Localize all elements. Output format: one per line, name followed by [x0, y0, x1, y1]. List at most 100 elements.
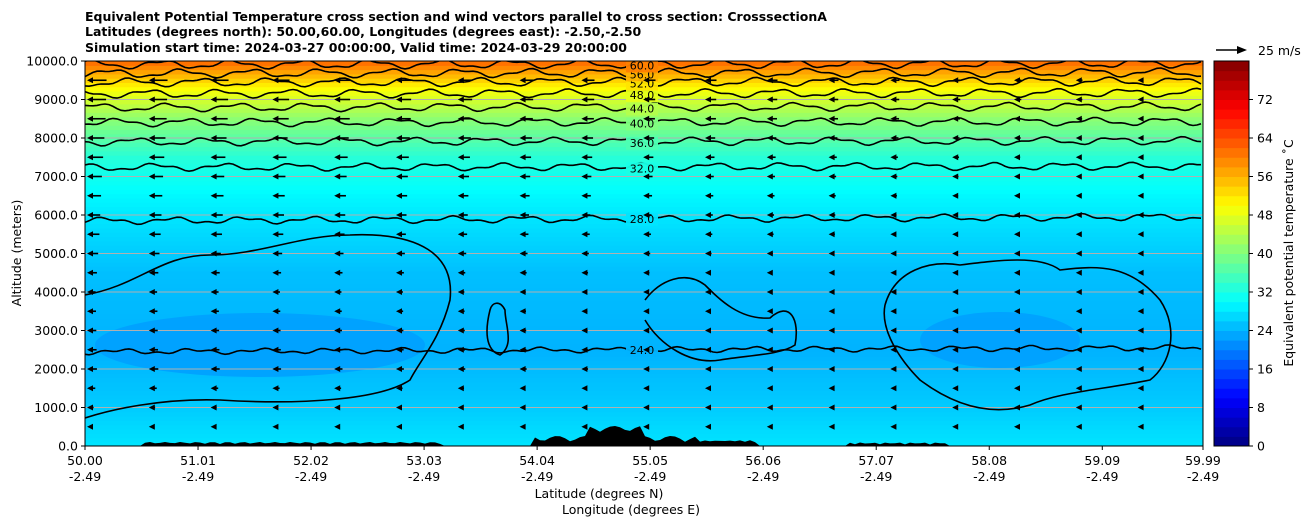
colorbar-segment	[1214, 157, 1249, 168]
wind-arrow-head	[334, 154, 341, 161]
wind-arrow-head	[581, 77, 588, 84]
wind-arrow-head	[1014, 115, 1020, 122]
wind-arrow-head	[210, 269, 217, 276]
wind-arrow-head	[272, 423, 279, 430]
wind-arrow-head	[766, 366, 773, 372]
wind-arrow-head	[1014, 250, 1020, 257]
wind-arrow-head	[210, 192, 217, 199]
wind-arrow-head	[396, 77, 402, 84]
wind-arrow-head	[705, 192, 711, 199]
wind-arrow-head	[272, 346, 279, 353]
wind-arrow-head	[643, 346, 650, 353]
wind-arrow-head	[334, 96, 341, 103]
wind-arrow-head	[643, 77, 650, 84]
wind-arrow-head	[890, 135, 897, 141]
wind-arrow-head	[705, 250, 711, 257]
wind-arrow-head	[581, 423, 588, 430]
y-tick-label: 10000.0	[26, 54, 78, 69]
x-tick-label-lon: -2.49	[182, 469, 214, 484]
wind-arrow-head	[952, 346, 959, 353]
temperature-band	[85, 304, 1203, 310]
temperature-band	[85, 257, 1203, 263]
wind-arrow-head	[272, 308, 279, 315]
chart-title-line-2: Latitudes (degrees north): 50.00,60.00, …	[85, 24, 642, 39]
temperature-band	[85, 339, 1203, 344]
wind-arrow-head	[952, 115, 959, 122]
wind-arrow-head	[1137, 77, 1144, 84]
wind-arrow-head	[1075, 404, 1082, 411]
temperature-band	[85, 185, 1203, 190]
wind-arrow-head	[1014, 404, 1020, 411]
wind-arrow-head	[457, 212, 464, 218]
wind-arrow-head	[148, 269, 155, 276]
contour-label: 60.0	[630, 59, 655, 72]
wind-arrow-head	[519, 269, 526, 276]
colorbar-segment	[1214, 263, 1249, 274]
wind-arrow-head	[952, 231, 959, 238]
colorbar-segment	[1214, 330, 1249, 341]
wind-arrow-head	[148, 192, 155, 199]
wind-arrow-head	[581, 289, 588, 295]
wind-arrow-head	[828, 96, 835, 103]
temperature-band	[85, 428, 1203, 434]
wind-arrow-head	[1014, 269, 1020, 276]
wind-arrow-head	[643, 385, 650, 392]
wind-arrow-head	[890, 423, 897, 430]
temperature-band	[85, 356, 1203, 362]
wind-arrow-head	[952, 135, 959, 141]
wind-arrow-head	[396, 115, 402, 122]
wind-arrow-head	[890, 404, 897, 411]
wind-arrow-head	[396, 231, 402, 238]
y-tick-label: 5000.0	[34, 246, 78, 261]
wind-arrow-head	[148, 327, 155, 334]
wind-arrow-head	[1137, 212, 1144, 218]
x-tick-label-lon: -2.49	[1187, 469, 1219, 484]
colorbar-segment	[1214, 417, 1249, 428]
colorbar-segment	[1214, 426, 1249, 437]
colorbar-tick-label: 64	[1257, 131, 1273, 146]
temperature-band	[85, 300, 1203, 306]
wind-arrow-head	[705, 327, 711, 334]
wind-arrow-head	[457, 173, 464, 180]
colorbar-segment	[1214, 224, 1249, 235]
wind-arrow-head	[1137, 308, 1144, 315]
wind-arrow-head	[519, 154, 526, 161]
colorbar-tick-label: 8	[1257, 400, 1265, 415]
wind-arrow-head	[396, 250, 402, 257]
wind-arrow-head	[334, 385, 341, 392]
wind-arrow-head	[643, 269, 650, 276]
wind-arrow-head	[457, 154, 464, 161]
wind-arrow-head	[519, 250, 526, 257]
wind-arrow-head	[148, 115, 155, 122]
wind-arrow-head	[272, 154, 279, 161]
temperature-band	[85, 262, 1203, 267]
wind-arrow-head	[1137, 96, 1144, 103]
wind-arrow-head	[1075, 385, 1082, 392]
chart-title-line-3: Simulation start time: 2024-03-27 00:00:…	[85, 40, 627, 55]
x-tick-label-lon: -2.49	[634, 469, 666, 484]
colorbar-tick-label: 0	[1257, 439, 1265, 454]
colorbar-tick-label: 24	[1257, 323, 1273, 338]
colorbar-segment	[1214, 80, 1249, 91]
wind-arrow-head	[890, 154, 897, 161]
wind-arrow-head	[148, 154, 155, 161]
wind-arrow-head	[334, 366, 341, 372]
wind-arrow-head	[705, 423, 711, 430]
wind-vectors	[87, 77, 1144, 430]
wind-arrow-head	[705, 404, 711, 411]
wind-arrow-head	[272, 135, 279, 141]
wind-arrow-head	[766, 77, 773, 84]
temperature-band	[85, 326, 1203, 332]
wind-arrow-head	[87, 154, 93, 161]
wind-arrow-head	[643, 96, 650, 103]
wind-arrow-head	[457, 423, 464, 430]
wind-arrow-head	[396, 404, 402, 411]
terrain-silhouette	[85, 426, 1203, 446]
wind-arrow-head	[952, 250, 959, 257]
temperature-band	[85, 202, 1203, 208]
wind-arrow-head	[396, 308, 402, 315]
wind-arrow-head	[890, 173, 897, 180]
wind-arrow-head	[643, 423, 650, 430]
wind-arrow-head	[581, 308, 588, 315]
